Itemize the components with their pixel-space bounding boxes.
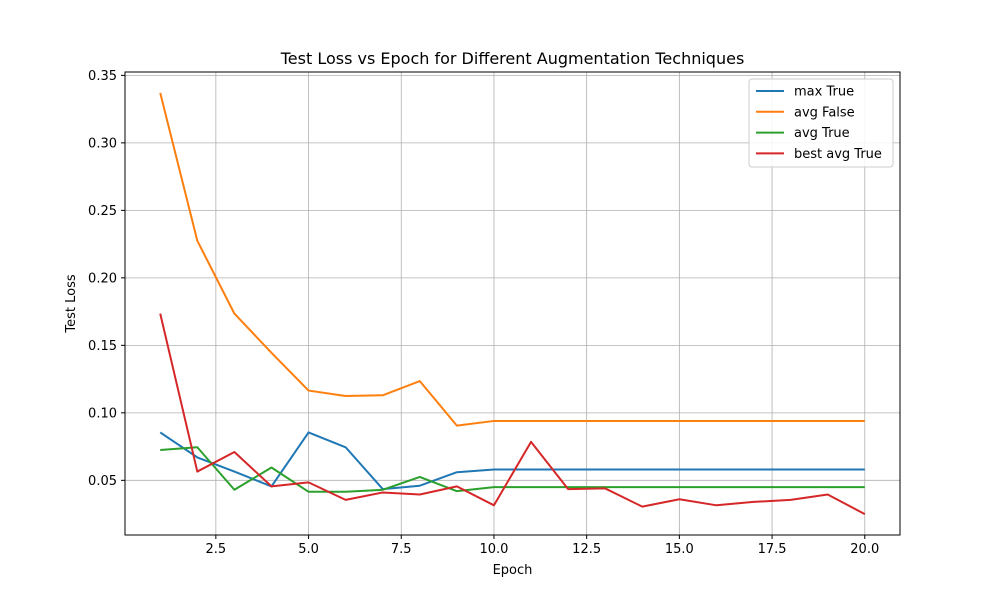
x-tick-label: 7.5 <box>391 542 412 557</box>
x-tick-label: 12.5 <box>572 542 601 557</box>
series-line-best-avg-true <box>159 313 866 515</box>
y-tick-label: 0.35 <box>88 69 117 84</box>
legend-label-max-true: max True <box>794 85 854 100</box>
legend-label-best-avg-true: best avg True <box>794 147 882 162</box>
plot-frame <box>124 71 901 536</box>
y-tick-label: 0.05 <box>88 474 117 489</box>
legend-label-avg-false: avg False <box>794 105 855 120</box>
x-tick-label: 5.0 <box>298 542 319 557</box>
series-line-max-true <box>159 431 865 491</box>
legend-label-avg-true: avg True <box>794 126 850 141</box>
y-tick-label: 0.25 <box>88 204 117 219</box>
x-axis-ticks: 2.5 5.0 7.5 10.0 12.5 15.0 17.5 20.0 <box>206 535 879 557</box>
chart-title: Test Loss vs Epoch for Different Augment… <box>280 49 745 68</box>
y-axis-ticks: 0.05 0.10 0.15 0.20 0.25 0.30 0.35 <box>88 69 125 489</box>
series-lines <box>159 92 866 515</box>
x-tick-label: 15.0 <box>665 542 694 557</box>
x-tick-label: 10.0 <box>479 542 508 557</box>
series-line-avg-true <box>160 446 865 493</box>
x-axis-label: Epoch <box>493 563 533 578</box>
x-tick-label: 17.5 <box>758 542 787 557</box>
y-tick-label: 0.20 <box>88 271 117 286</box>
y-tick-label: 0.15 <box>88 339 117 354</box>
x-tick-label: 2.5 <box>206 542 227 557</box>
x-tick-label: 20.0 <box>850 542 879 557</box>
legend: max True avg False avg True best avg True <box>748 78 894 168</box>
y-tick-label: 0.30 <box>88 136 117 151</box>
y-tick-label: 0.10 <box>88 406 117 421</box>
y-axis-label: Test Loss <box>64 274 79 333</box>
series-line-avg-false <box>159 92 865 427</box>
legend-box <box>748 78 894 168</box>
